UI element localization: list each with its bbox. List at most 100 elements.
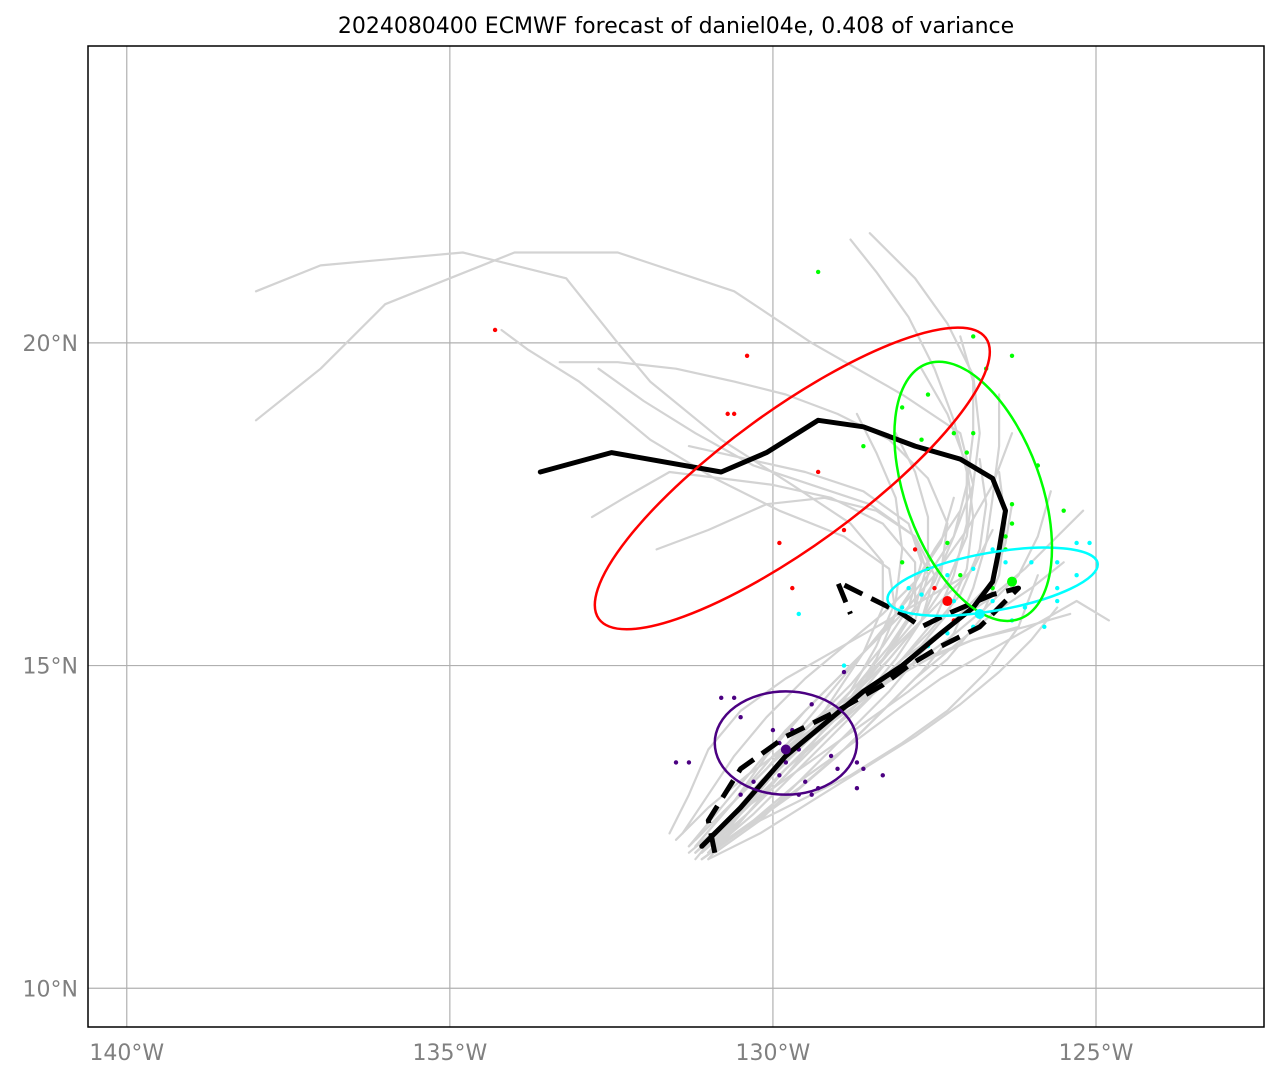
member-position-dot: [731, 411, 737, 417]
plot-area: [254, 232, 1111, 861]
member-position-dot: [841, 669, 847, 675]
member-position-dot: [906, 585, 911, 591]
chart-title: 2024080400 ECMWF forecast of daniel04e, …: [338, 14, 1014, 39]
x-tick-label: 135°W: [412, 1041, 487, 1066]
ensemble-mean-track: [537, 417, 1008, 849]
member-position-dot: [809, 792, 814, 797]
ensemble-member-track: [687, 445, 923, 848]
member-position-dot: [1074, 540, 1079, 546]
member-position-dot: [971, 431, 976, 436]
member-position-dot: [990, 547, 995, 552]
member-position-dot: [719, 695, 724, 701]
member-position-dot: [861, 443, 866, 449]
member-position-dot: [738, 715, 743, 720]
ensemble-member-track: [558, 361, 949, 854]
y-tick-label: 10°N: [23, 977, 78, 1002]
member-position-dot: [1055, 598, 1060, 604]
member-position-dot: [835, 766, 840, 772]
member-position-dot: [925, 392, 931, 397]
x-tick-label: 140°W: [89, 1041, 164, 1066]
y-tick-label: 20°N: [23, 332, 78, 357]
member-position-dot: [899, 560, 905, 565]
member-position-dot: [990, 598, 995, 604]
member-position-dot: [790, 585, 795, 591]
member-position-dot: [815, 469, 821, 475]
member-position-dot: [492, 327, 498, 333]
uncertainty-ellipse-day-3: [893, 360, 1054, 623]
member-position-dot: [1003, 560, 1008, 565]
member-position-dot: [932, 585, 937, 591]
member-position-dot: [1061, 508, 1066, 513]
member-position-dot: [919, 437, 924, 442]
member-position-dot: [945, 631, 950, 636]
uncertainty-ellipse-day-2: [886, 546, 1099, 617]
ensemble-member-track: [707, 599, 1111, 854]
ensemble-member-track: [687, 470, 1007, 854]
x-tick-label: 130°W: [736, 1041, 811, 1066]
member-position-dot: [1003, 534, 1008, 539]
member-position-dot: [1009, 353, 1015, 358]
member-position-dot: [770, 727, 776, 733]
ellipse-center-dot: [1007, 576, 1017, 587]
member-position-dot: [828, 753, 834, 759]
member-position-dot: [731, 695, 737, 701]
member-position-dot: [951, 431, 957, 436]
uncertainty-ellipse-day-1: [713, 690, 859, 796]
ensemble-member-track: [500, 328, 897, 854]
member-position-dot: [958, 573, 963, 578]
uncertainty-ellipse-day-4: [593, 326, 992, 631]
member-position-dot: [919, 592, 924, 597]
gridlines: [88, 46, 1264, 1027]
plot-frame: [87, 45, 1265, 1028]
member-position-dot: [861, 766, 866, 772]
member-position-dot: [964, 450, 969, 455]
ellipse-center-dot: [974, 608, 985, 619]
member-position-dot: [1055, 560, 1060, 565]
ensemble-member-track: [597, 367, 936, 854]
member-position-dot: [854, 786, 860, 791]
deterministic-track: [705, 579, 1021, 854]
member-position-dot: [945, 573, 950, 578]
member-position-dot: [815, 269, 821, 275]
member-position-dot: [777, 540, 782, 546]
member-position-dot: [912, 547, 918, 552]
member-position-dot: [1022, 605, 1028, 610]
member-position-dot: [738, 792, 743, 797]
axis-ticks: 140°W 135°W 130°W 125°W 10°N 15°N 20°N: [23, 332, 1134, 1066]
member-position-dot: [880, 773, 885, 778]
member-position-dot: [1087, 540, 1092, 546]
member-position-dot: [945, 540, 950, 546]
member-position-dot: [783, 760, 789, 765]
y-tick-label: 15°N: [23, 655, 78, 680]
member-position-dot: [744, 353, 750, 358]
member-position-dot: [686, 760, 692, 765]
member-position-dot: [809, 702, 814, 707]
member-position-dot: [673, 760, 679, 765]
member-position-dot: [803, 779, 808, 784]
member-position-dot: [1009, 502, 1015, 507]
member-position-dot: [899, 605, 905, 610]
member-position-dot: [1009, 521, 1015, 526]
member-position-dot: [1042, 624, 1047, 630]
ensemble-member-track: [694, 458, 988, 861]
member-position-dot: [951, 598, 957, 604]
ensemble-member-track: [687, 232, 981, 848]
member-position-dot: [971, 334, 976, 339]
member-position-dot: [1074, 573, 1079, 578]
member-position-dot: [899, 405, 905, 410]
member-position-dot: [971, 566, 976, 571]
ensemble-member-track: [694, 612, 1072, 848]
member-position-dot: [751, 779, 756, 784]
ensemble-member-track: [700, 574, 1039, 861]
member-position-dot: [1055, 585, 1060, 591]
x-tick-label: 125°W: [1059, 1041, 1134, 1066]
member-position-dot: [1029, 560, 1034, 565]
ellipse-center-dot: [942, 596, 953, 607]
ellipse-center-dot: [780, 744, 791, 755]
ensemble-member-track: [707, 606, 1059, 861]
member-position-dot: [841, 663, 847, 668]
member-position-dot: [777, 773, 782, 778]
ensemble-member-track: [254, 251, 884, 848]
member-position-dot: [796, 611, 801, 617]
